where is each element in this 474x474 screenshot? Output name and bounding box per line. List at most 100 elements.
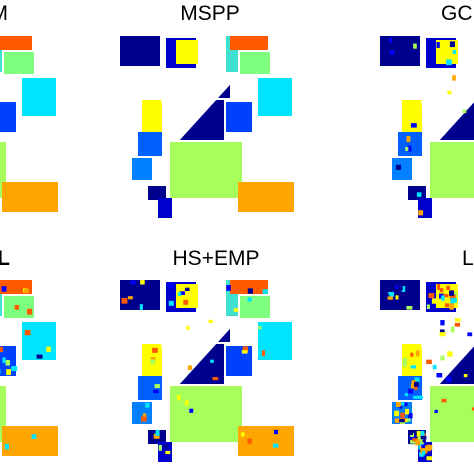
- noise-pixel: [416, 192, 422, 197]
- map-region: [0, 142, 6, 198]
- noise-pixel: [140, 416, 147, 422]
- noise-pixel: [421, 450, 426, 456]
- noise-pixel: [450, 326, 455, 333]
- map-region: [120, 36, 160, 66]
- map-region: [402, 100, 422, 134]
- noise-pixel: [406, 306, 413, 310]
- noise-pixel: [418, 210, 424, 216]
- map-region: [176, 284, 198, 308]
- noise-pixel: [46, 346, 51, 352]
- panel-title: M: [0, 2, 8, 25]
- noise-pixel: [26, 308, 33, 315]
- noise-pixel: [440, 320, 445, 326]
- noise-pixel: [463, 374, 468, 378]
- panel-title: MSPP: [180, 2, 240, 25]
- noise-pixel: [168, 282, 174, 288]
- classification-map: [120, 280, 294, 462]
- noise-pixel: [0, 369, 1, 374]
- noise-pixel: [425, 445, 431, 452]
- noise-pixel: [395, 295, 399, 300]
- noise-pixel: [461, 189, 468, 194]
- noise-pixel: [434, 409, 438, 413]
- noise-pixel: [211, 386, 216, 392]
- noise-pixel: [417, 395, 424, 400]
- noise-pixel: [410, 432, 415, 437]
- map-region: [142, 100, 162, 134]
- noise-pixel: [142, 413, 147, 420]
- diagonal-gap: [158, 316, 238, 386]
- noise-pixel: [154, 384, 160, 389]
- noise-pixel: [446, 285, 450, 290]
- noise-pixel: [130, 280, 136, 285]
- panel-title: L: [462, 247, 474, 270]
- noise-pixel: [153, 389, 159, 394]
- noise-pixel: [409, 434, 416, 441]
- noise-pixel: [436, 41, 440, 48]
- noise-pixel: [404, 402, 408, 407]
- noise-pixel: [410, 439, 416, 444]
- noise-pixel: [210, 359, 214, 363]
- panel-title: L: [0, 247, 10, 270]
- map-region: [138, 132, 162, 156]
- noise-pixel: [447, 90, 452, 95]
- noise-pixel: [404, 112, 409, 117]
- noise-pixel: [152, 347, 158, 353]
- noise-pixel: [407, 417, 411, 422]
- noise-pixel: [443, 293, 449, 298]
- noise-pixel: [6, 369, 11, 376]
- noise-pixel: [394, 418, 400, 423]
- map-region: [430, 142, 474, 198]
- noise-pixel: [471, 407, 474, 411]
- noise-pixel: [440, 355, 445, 361]
- noise-pixel: [178, 292, 182, 296]
- noise-pixel: [404, 393, 408, 397]
- noise-pixel: [410, 352, 414, 357]
- map-region: [170, 142, 242, 198]
- noise-pixel: [415, 439, 420, 446]
- noise-pixel: [406, 135, 411, 142]
- noise-pixel: [439, 288, 444, 293]
- noise-pixel: [1, 286, 7, 292]
- noise-pixel: [407, 412, 413, 419]
- noise-pixel: [5, 359, 10, 366]
- noise-pixel: [247, 438, 252, 444]
- noise-pixel: [414, 377, 420, 383]
- map-region: [258, 78, 292, 116]
- diagonal-gap: [0, 316, 2, 323]
- map-region: [398, 132, 422, 156]
- noise-pixel: [397, 286, 403, 291]
- noise-pixel: [31, 434, 37, 439]
- map-region: [226, 102, 252, 132]
- noise-pixel: [400, 412, 405, 418]
- map-region: [240, 296, 270, 318]
- noise-pixel: [226, 284, 231, 291]
- noise-pixel: [441, 295, 445, 301]
- classification-map: [380, 280, 474, 462]
- noise-pixel: [4, 443, 9, 450]
- noise-pixel: [407, 145, 412, 152]
- map-region: [170, 386, 242, 442]
- noise-pixel: [395, 164, 401, 170]
- noise-pixel: [184, 287, 190, 292]
- noise-pixel: [47, 354, 54, 360]
- noise-pixel: [262, 289, 268, 294]
- noise-pixel: [121, 297, 128, 304]
- map-region: [238, 182, 294, 212]
- noise-pixel: [150, 359, 156, 365]
- noise-pixel: [399, 402, 405, 406]
- noise-pixel: [165, 450, 171, 455]
- noise-pixel: [145, 402, 150, 408]
- noise-pixel: [449, 290, 454, 296]
- map-region: [0, 386, 6, 442]
- noise-pixel: [420, 446, 426, 451]
- map-region: [0, 36, 2, 72]
- noise-pixel: [462, 109, 467, 114]
- noise-pixel: [242, 346, 249, 353]
- noise-pixel: [388, 291, 395, 297]
- map-region: [148, 186, 166, 200]
- noise-pixel: [454, 318, 461, 322]
- panel-title: GC: [441, 2, 473, 25]
- noise-pixel: [153, 433, 160, 439]
- noise-pixel: [208, 319, 213, 324]
- noise-pixel: [384, 38, 389, 42]
